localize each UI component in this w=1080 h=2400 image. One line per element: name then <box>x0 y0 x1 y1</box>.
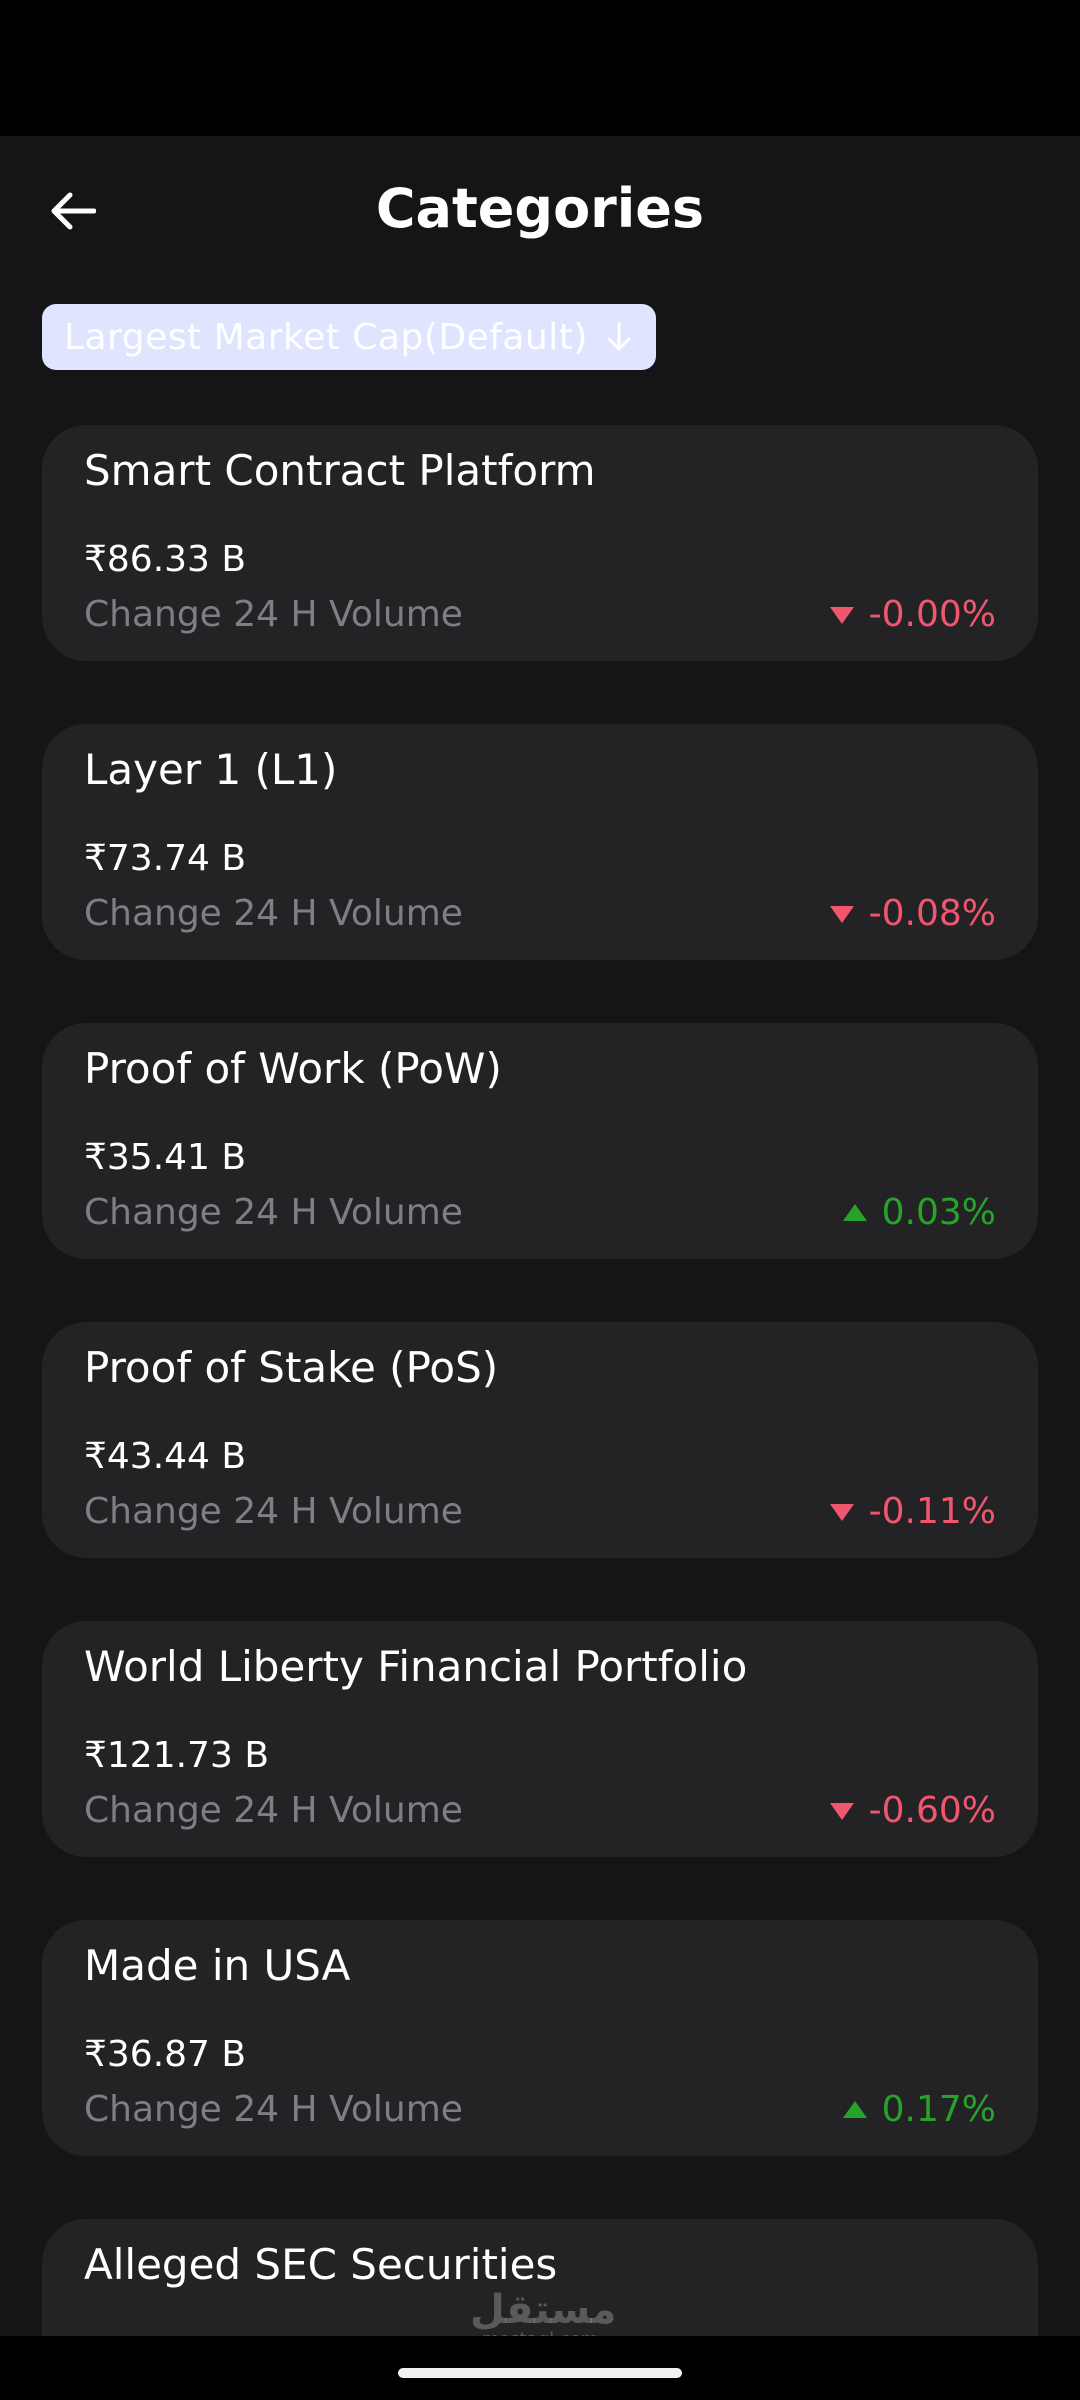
category-name: Smart Contract Platform <box>84 446 596 495</box>
change-volume-label: Change 24 H Volume <box>84 1491 463 1532</box>
market-cap-value: ₹36.87 B <box>84 2034 247 2075</box>
home-indicator[interactable] <box>398 2368 682 2378</box>
change-indicator: -0.08% <box>829 891 996 937</box>
triangle-down-icon <box>829 1502 855 1522</box>
sort-dropdown-button[interactable]: Largest Market Cap(Default) <box>42 304 656 370</box>
change-volume-label: Change 24 H Volume <box>84 893 463 934</box>
arrow-down-icon <box>606 322 632 352</box>
market-cap-value: ₹35.41 B <box>84 1137 247 1178</box>
category-card[interactable]: Alleged SEC Securities <box>42 2219 1038 2336</box>
triangle-down-icon <box>829 605 855 625</box>
change-percent: -0.00% <box>868 594 996 635</box>
header: Categories <box>0 136 1080 276</box>
arrow-left-icon <box>51 192 96 230</box>
change-indicator: -0.60% <box>829 1788 996 1834</box>
category-name: Proof of Work (PoW) <box>84 1044 502 1093</box>
category-name: Alleged SEC Securities <box>84 2240 558 2289</box>
change-percent: -0.60% <box>868 1790 996 1831</box>
market-cap-value: ₹121.73 B <box>84 1735 270 1776</box>
category-card[interactable]: Smart Contract Platform ₹86.33 B Change … <box>42 425 1038 661</box>
change-indicator: 0.03% <box>842 1190 996 1236</box>
change-volume-label: Change 24 H Volume <box>84 594 463 635</box>
system-nav-bar <box>0 2336 1080 2400</box>
status-bar <box>0 0 1080 136</box>
category-list: Smart Contract Platform ₹86.33 B Change … <box>42 425 1038 2336</box>
change-indicator: -0.00% <box>829 592 996 638</box>
category-card[interactable]: Proof of Work (PoW) ₹35.41 B Change 24 H… <box>42 1023 1038 1259</box>
category-name: Made in USA <box>84 1941 351 1990</box>
category-card[interactable]: World Liberty Financial Portfolio ₹121.7… <box>42 1621 1038 1857</box>
triangle-up-icon <box>842 2100 868 2120</box>
change-percent: -0.08% <box>868 893 996 934</box>
back-button[interactable] <box>38 176 108 246</box>
market-cap-value: ₹86.33 B <box>84 539 247 580</box>
market-cap-value: ₹43.44 B <box>84 1436 247 1477</box>
change-percent: -0.11% <box>868 1491 996 1532</box>
page-title: Categories <box>375 177 705 240</box>
market-cap-value: ₹73.74 B <box>84 838 247 879</box>
triangle-down-icon <box>829 1801 855 1821</box>
category-name: World Liberty Financial Portfolio <box>84 1642 748 1691</box>
category-name: Layer 1 (L1) <box>84 745 338 794</box>
categories-screen: Categories Largest Market Cap(Default) S… <box>0 136 1080 2336</box>
change-volume-label: Change 24 H Volume <box>84 2089 463 2130</box>
change-volume-label: Change 24 H Volume <box>84 1790 463 1831</box>
change-indicator: -0.11% <box>829 1489 996 1535</box>
change-percent: 0.03% <box>881 1192 996 1233</box>
category-card[interactable]: Proof of Stake (PoS) ₹43.44 B Change 24 … <box>42 1322 1038 1558</box>
category-card[interactable]: Layer 1 (L1) ₹73.74 B Change 24 H Volume… <box>42 724 1038 960</box>
sort-label: Largest Market Cap(Default) <box>64 316 588 358</box>
triangle-up-icon <box>842 1203 868 1223</box>
triangle-down-icon <box>829 904 855 924</box>
change-volume-label: Change 24 H Volume <box>84 1192 463 1233</box>
category-card[interactable]: Made in USA ₹36.87 B Change 24 H Volume … <box>42 1920 1038 2156</box>
change-indicator: 0.17% <box>842 2087 996 2133</box>
category-name: Proof of Stake (PoS) <box>84 1343 499 1392</box>
change-percent: 0.17% <box>881 2089 996 2130</box>
